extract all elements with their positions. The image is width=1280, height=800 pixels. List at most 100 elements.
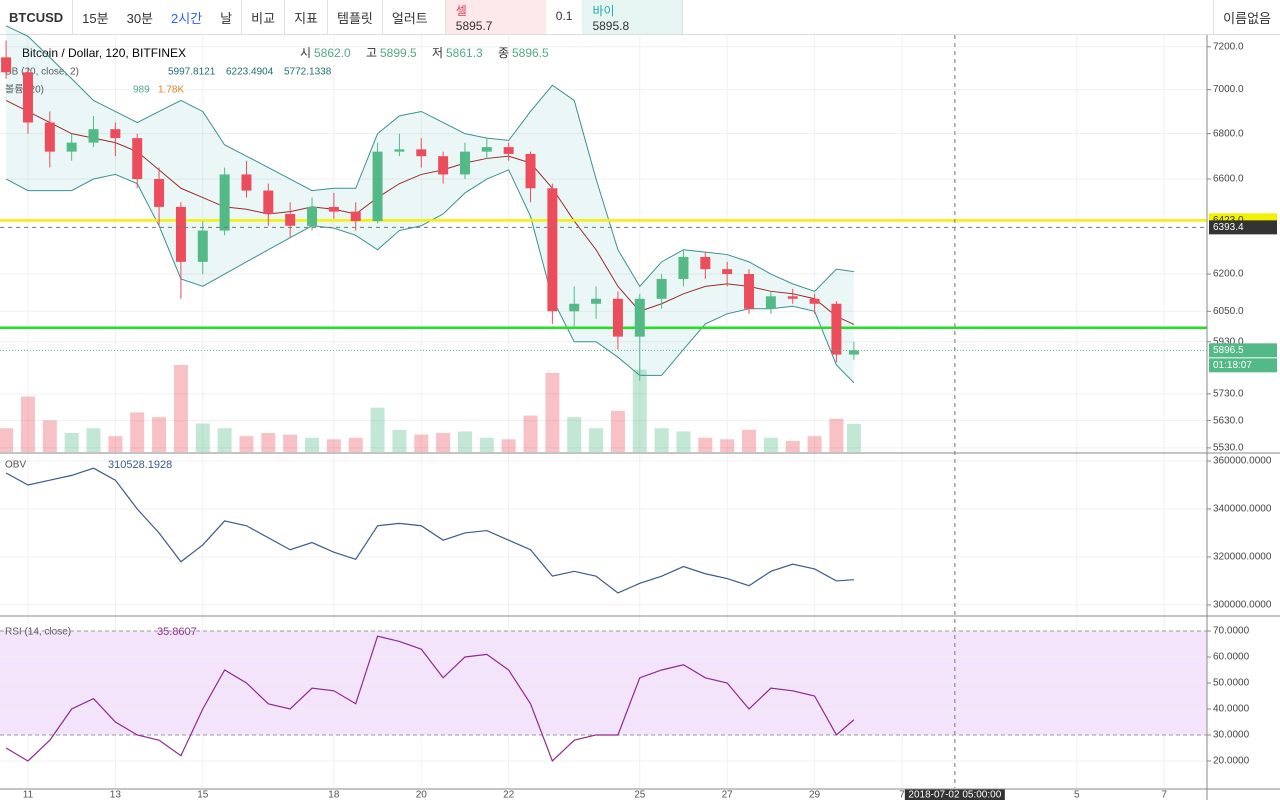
y-tick-label: 320000.0000 (1213, 552, 1272, 563)
x-tick-label: 18 (328, 790, 340, 800)
ohlc-value: 5899.5 (380, 46, 417, 60)
candle-body (591, 298, 602, 304)
ohlc-value: 5862.0 (314, 46, 351, 60)
volume-bar (173, 364, 188, 452)
candle-body (744, 274, 755, 309)
bb-value: 5997.8121 (168, 67, 216, 78)
candle-body (416, 149, 427, 157)
y-tick-label: 20.0000 (1213, 756, 1250, 767)
candle-body (88, 129, 99, 143)
candle-body (394, 149, 405, 152)
candle-body (765, 296, 776, 309)
volume-bar (283, 434, 298, 452)
price-label-box (1209, 343, 1277, 358)
volume-bar (370, 407, 385, 452)
obv-legend: OBV (5, 460, 26, 471)
volume-bar (42, 420, 57, 452)
y-tick-label: 70.0000 (1213, 626, 1250, 637)
y-tick-label: 6800.0 (1213, 128, 1244, 139)
template-button[interactable]: 템플릿 (336, 10, 373, 26)
candle-body (634, 298, 645, 337)
volume-bar (632, 369, 647, 452)
y-tick-label: 340000.0000 (1213, 504, 1272, 515)
volume-bar (326, 439, 341, 452)
rsi-value: 35.8607 (157, 626, 197, 638)
volume-value: 1.78K (158, 85, 184, 96)
indicator-line (5, 467, 854, 594)
alert-button[interactable]: 얼러트 (391, 10, 428, 26)
y-tick-label: 50.0000 (1213, 678, 1250, 689)
x-tick-label: 15 (197, 790, 209, 800)
volume-bar (763, 437, 778, 452)
volume-bar (305, 437, 320, 452)
candle-body (831, 303, 842, 355)
candle-body (848, 350, 859, 355)
volume-bar (348, 437, 363, 452)
ohlc-value: 5896.5 (512, 46, 549, 60)
interval[interactable]: 30분 (126, 10, 154, 26)
y-tick-label: 6050.0 (1213, 306, 1244, 317)
volume-bar (130, 412, 145, 452)
interval[interactable]: 날 (220, 10, 233, 26)
candle-body (525, 153, 536, 189)
crosshair-time-box (904, 789, 1005, 800)
volume-bar (414, 434, 429, 452)
interval[interactable]: 2시간 (171, 10, 203, 26)
x-tick-label: 25 (634, 790, 646, 800)
volume-bar (20, 396, 35, 452)
bollinger-line (5, 25, 854, 292)
volume-bar (545, 372, 560, 452)
bb-fill (6, 25, 854, 383)
sell-button[interactable]: 셀 5895.7 (445, 0, 546, 34)
interval[interactable]: 15분 (82, 10, 109, 26)
volume-bar (152, 417, 167, 452)
layout-name[interactable]: 이름없음 (1223, 10, 1271, 26)
countdown: 01:18:07 (1213, 360, 1252, 371)
buy-price: 5895.8 (592, 19, 630, 33)
volume-bar (654, 428, 669, 452)
volume-bar (846, 423, 861, 452)
bollinger-line (5, 100, 855, 325)
volume-bar (785, 440, 800, 452)
volume-bar (676, 431, 691, 452)
buy-button[interactable]: 바이 5895.8 (582, 0, 683, 34)
candle-body (547, 188, 558, 312)
ohlc-label: 시 (300, 46, 311, 60)
x-tick-label: 11 (23, 790, 34, 800)
candle-body (656, 278, 667, 299)
candle-body (787, 296, 798, 299)
indicator-button[interactable]: 지표 (294, 10, 318, 26)
volume-bar (720, 439, 735, 452)
symbol[interactable]: BTCUSD (9, 9, 64, 25)
bb-legend: BB (20, close, 2) (5, 67, 79, 78)
candle-body (481, 147, 492, 152)
x-tick-label: 7 (1161, 790, 1167, 800)
spread: 0.1 (555, 9, 573, 23)
candle-body (307, 206, 318, 226)
sell-label: 셀 (455, 4, 467, 18)
candle-body (175, 206, 186, 262)
candle-body (459, 151, 470, 175)
candle-body (612, 298, 623, 337)
ohlc-label: 종 (498, 46, 509, 60)
bb-value: 6223.4904 (226, 67, 274, 78)
volume-bar (86, 428, 101, 452)
candle-body (44, 122, 55, 152)
candle-body (22, 72, 33, 123)
trade-panel: 셀 5895.7 0.1 바이 5895.8 (444, 0, 684, 35)
compare-button[interactable]: 비교 (251, 10, 276, 26)
candle-body (678, 256, 689, 279)
y-tick-label: 7200.0 (1213, 41, 1244, 52)
y-tick-label: 360000.0000 (1213, 456, 1272, 467)
candle-body (154, 179, 165, 207)
obv-value: 310528.1928 (108, 459, 172, 471)
y-tick-label: 5730.0 (1213, 389, 1244, 400)
ohlc-value: 5861.3 (446, 46, 483, 60)
x-tick-label: 7 (899, 790, 905, 800)
volume-bar (567, 417, 582, 452)
y-tick-label: 5930.0 (1213, 336, 1244, 347)
x-tick-label: 22 (503, 790, 515, 800)
volume-bar (261, 433, 276, 452)
